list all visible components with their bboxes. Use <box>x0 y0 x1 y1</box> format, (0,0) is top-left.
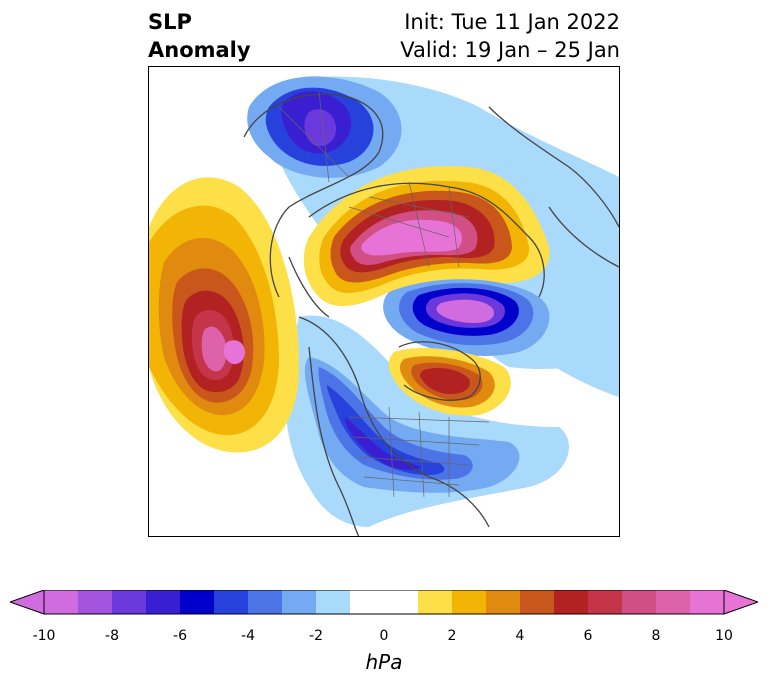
colorbar-segment <box>690 590 725 614</box>
low-core <box>436 299 495 323</box>
colorbar <box>10 590 758 615</box>
colorbar-segment <box>112 590 147 614</box>
title-variable: SLP <box>148 10 192 34</box>
colorbar-tick-label: -6 <box>173 628 187 644</box>
init-date-label: Init: Tue 11 Jan 2022 <box>404 10 620 34</box>
colorbar-tick-label: 2 <box>447 628 457 644</box>
low-contour <box>318 367 473 480</box>
colorbar-segment <box>554 590 589 614</box>
colorbar-segment <box>316 590 351 614</box>
anomaly-map <box>149 76 619 536</box>
colorbar-segment <box>44 590 79 614</box>
colorbar-tick-label: -8 <box>105 628 119 644</box>
colorbar-extend-max <box>723 590 758 615</box>
borders <box>278 91 490 498</box>
high-core <box>223 340 245 365</box>
colorbar-segment <box>214 590 249 614</box>
colorbar-segment <box>418 590 453 614</box>
colorbar-segment <box>180 590 215 614</box>
title-right: Init: Tue 11 Jan 2022 Valid: 19 Jan – 25… <box>400 8 620 64</box>
colorbar-tick-label: -10 <box>32 628 56 644</box>
colorbar-segment <box>622 590 657 614</box>
colorbar-segment <box>146 590 181 614</box>
colorbar-segment <box>588 590 623 614</box>
colorbar-extend-min <box>10 590 45 615</box>
colorbar-segment <box>282 590 317 614</box>
colorbar-segment <box>78 590 113 614</box>
colorbar-tick-label: 6 <box>583 628 593 644</box>
colorbar-tick-label: -4 <box>241 628 255 644</box>
high-core <box>361 219 462 256</box>
low-core <box>304 109 337 147</box>
colorbar-segment <box>486 590 521 614</box>
colorbar-tick-label: -2 <box>309 628 323 644</box>
low-core <box>344 417 421 470</box>
colorbar-segment <box>452 590 487 614</box>
colorbar-segment <box>656 590 691 614</box>
colorbar-tick-label: 10 <box>715 628 733 644</box>
colorbar-tick-label: 4 <box>515 628 525 644</box>
colorbar-segment <box>248 590 283 614</box>
high-contour <box>201 326 227 372</box>
colorbar-tick-label: 8 <box>651 628 661 644</box>
colorbar-segment <box>520 590 555 614</box>
colorbar-segment <box>350 590 385 614</box>
coastlines <box>243 93 619 536</box>
colorbar-unit-label: hPa <box>365 650 403 674</box>
title-variable-type: Anomaly <box>148 38 251 62</box>
title-left: SLP Anomaly <box>148 8 251 64</box>
colorbar-segment <box>384 590 419 614</box>
valid-range-label: Valid: 19 Jan – 25 Jan <box>400 38 620 62</box>
high-core <box>420 368 471 394</box>
map-panel <box>148 66 620 537</box>
colorbar-tick-label: 0 <box>379 628 389 644</box>
